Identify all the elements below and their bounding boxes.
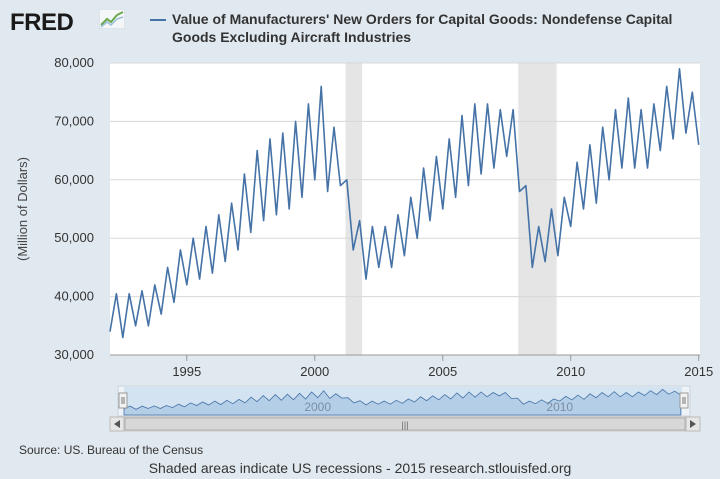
scrollbar-thumb[interactable] xyxy=(124,417,686,431)
recession-footnote: Shaded areas indicate US recessions - 20… xyxy=(148,460,572,476)
x-tick-label: 1995 xyxy=(172,364,201,379)
navigator-label: 2010 xyxy=(546,400,573,414)
plot-area xyxy=(110,63,700,355)
x-tick-label: 2015 xyxy=(684,364,713,379)
chart: 30,000 40,000 50,000 60,000 70,000 80,000 199… xyxy=(15,55,713,432)
y-tick-label: 60,000 xyxy=(54,172,94,187)
y-tick-label: 80,000 xyxy=(54,55,94,70)
y-tick-label: 40,000 xyxy=(54,289,94,304)
y-axis-label: (Million of Dollars) xyxy=(15,157,30,261)
y-tick-label: 30,000 xyxy=(54,347,94,362)
recession-band xyxy=(345,63,363,355)
recession-band xyxy=(518,63,557,355)
y-tick-label: 50,000 xyxy=(54,230,94,245)
x-tick-label: 2000 xyxy=(300,364,329,379)
navigator-left-handle[interactable] xyxy=(118,392,128,409)
scrollbar-grip-icon: ||| xyxy=(401,420,408,430)
trend-line-icon xyxy=(99,9,125,29)
navigator-label: 2000 xyxy=(304,400,331,414)
fred-logo: FRED xyxy=(10,9,74,36)
y-tick-label: 70,000 xyxy=(54,113,94,128)
navigator-right-handle[interactable] xyxy=(679,392,689,409)
series-line xyxy=(109,68,700,339)
legend-swatch xyxy=(150,19,166,21)
x-tick-label: 2005 xyxy=(428,364,457,379)
x-tick-label: 2010 xyxy=(556,364,585,379)
chart-title: Value of Manufacturers' New Orders for C… xyxy=(172,11,673,45)
source-note: Source: US. Bureau of the Census xyxy=(19,443,204,457)
scroll-right-arrow-icon[interactable] xyxy=(685,416,701,432)
scroll-left-arrow-icon[interactable] xyxy=(109,416,125,432)
navigator-series xyxy=(123,388,682,416)
